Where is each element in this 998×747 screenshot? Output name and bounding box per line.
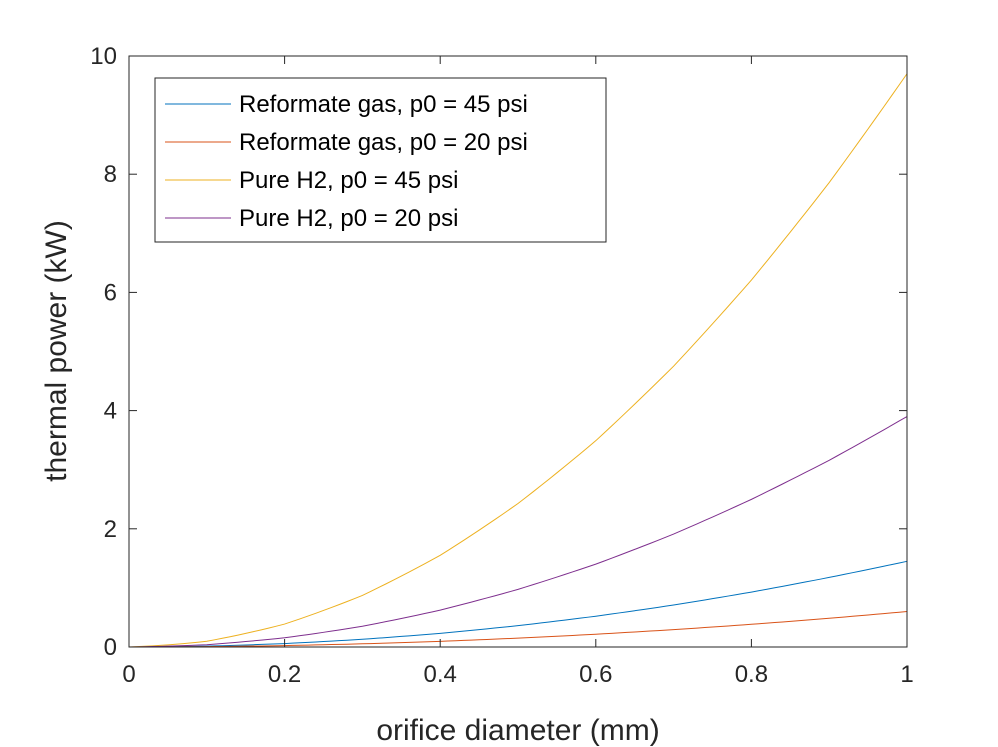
- plot-frame: [128, 55, 908, 648]
- series-line-3: [128, 73, 908, 648]
- legend-label-2: Reformate gas, p0 = 20 psi: [239, 129, 528, 156]
- series-line-4: [128, 416, 908, 648]
- legend-label-4: Pure H2, p0 = 20 psi: [239, 205, 458, 232]
- y-tick-label: 4: [104, 398, 117, 425]
- x-tick-label: 0.6: [579, 661, 612, 688]
- legend-label-3: Pure H2, p0 = 45 psi: [239, 167, 458, 194]
- y-tick-label: 0: [104, 634, 117, 661]
- x-tick-label: 0.8: [735, 661, 768, 688]
- x-tick-label: 0.2: [268, 661, 301, 688]
- series-layer: [128, 73, 908, 648]
- y-tick-label: 10: [90, 43, 117, 70]
- x-tick-label: 0.4: [424, 661, 457, 688]
- y-tick-label: 2: [104, 516, 117, 543]
- x-axis-label: orifice diameter (mm): [376, 714, 659, 747]
- legend-label-1: Reformate gas, p0 = 45 psi: [239, 91, 528, 118]
- y-tick-label: 8: [104, 161, 117, 188]
- series-line-2: [128, 611, 908, 648]
- y-tick-label: 6: [104, 279, 117, 306]
- x-tick-label: 0: [122, 661, 135, 688]
- series-line-1: [128, 560, 908, 648]
- y-axis-label: thermal power (kW): [40, 220, 73, 482]
- x-tick-label: 1: [900, 661, 913, 688]
- legend-box: [154, 77, 607, 243]
- legend: Reformate gas, p0 = 45 psi Reformate gas,…: [154, 77, 607, 243]
